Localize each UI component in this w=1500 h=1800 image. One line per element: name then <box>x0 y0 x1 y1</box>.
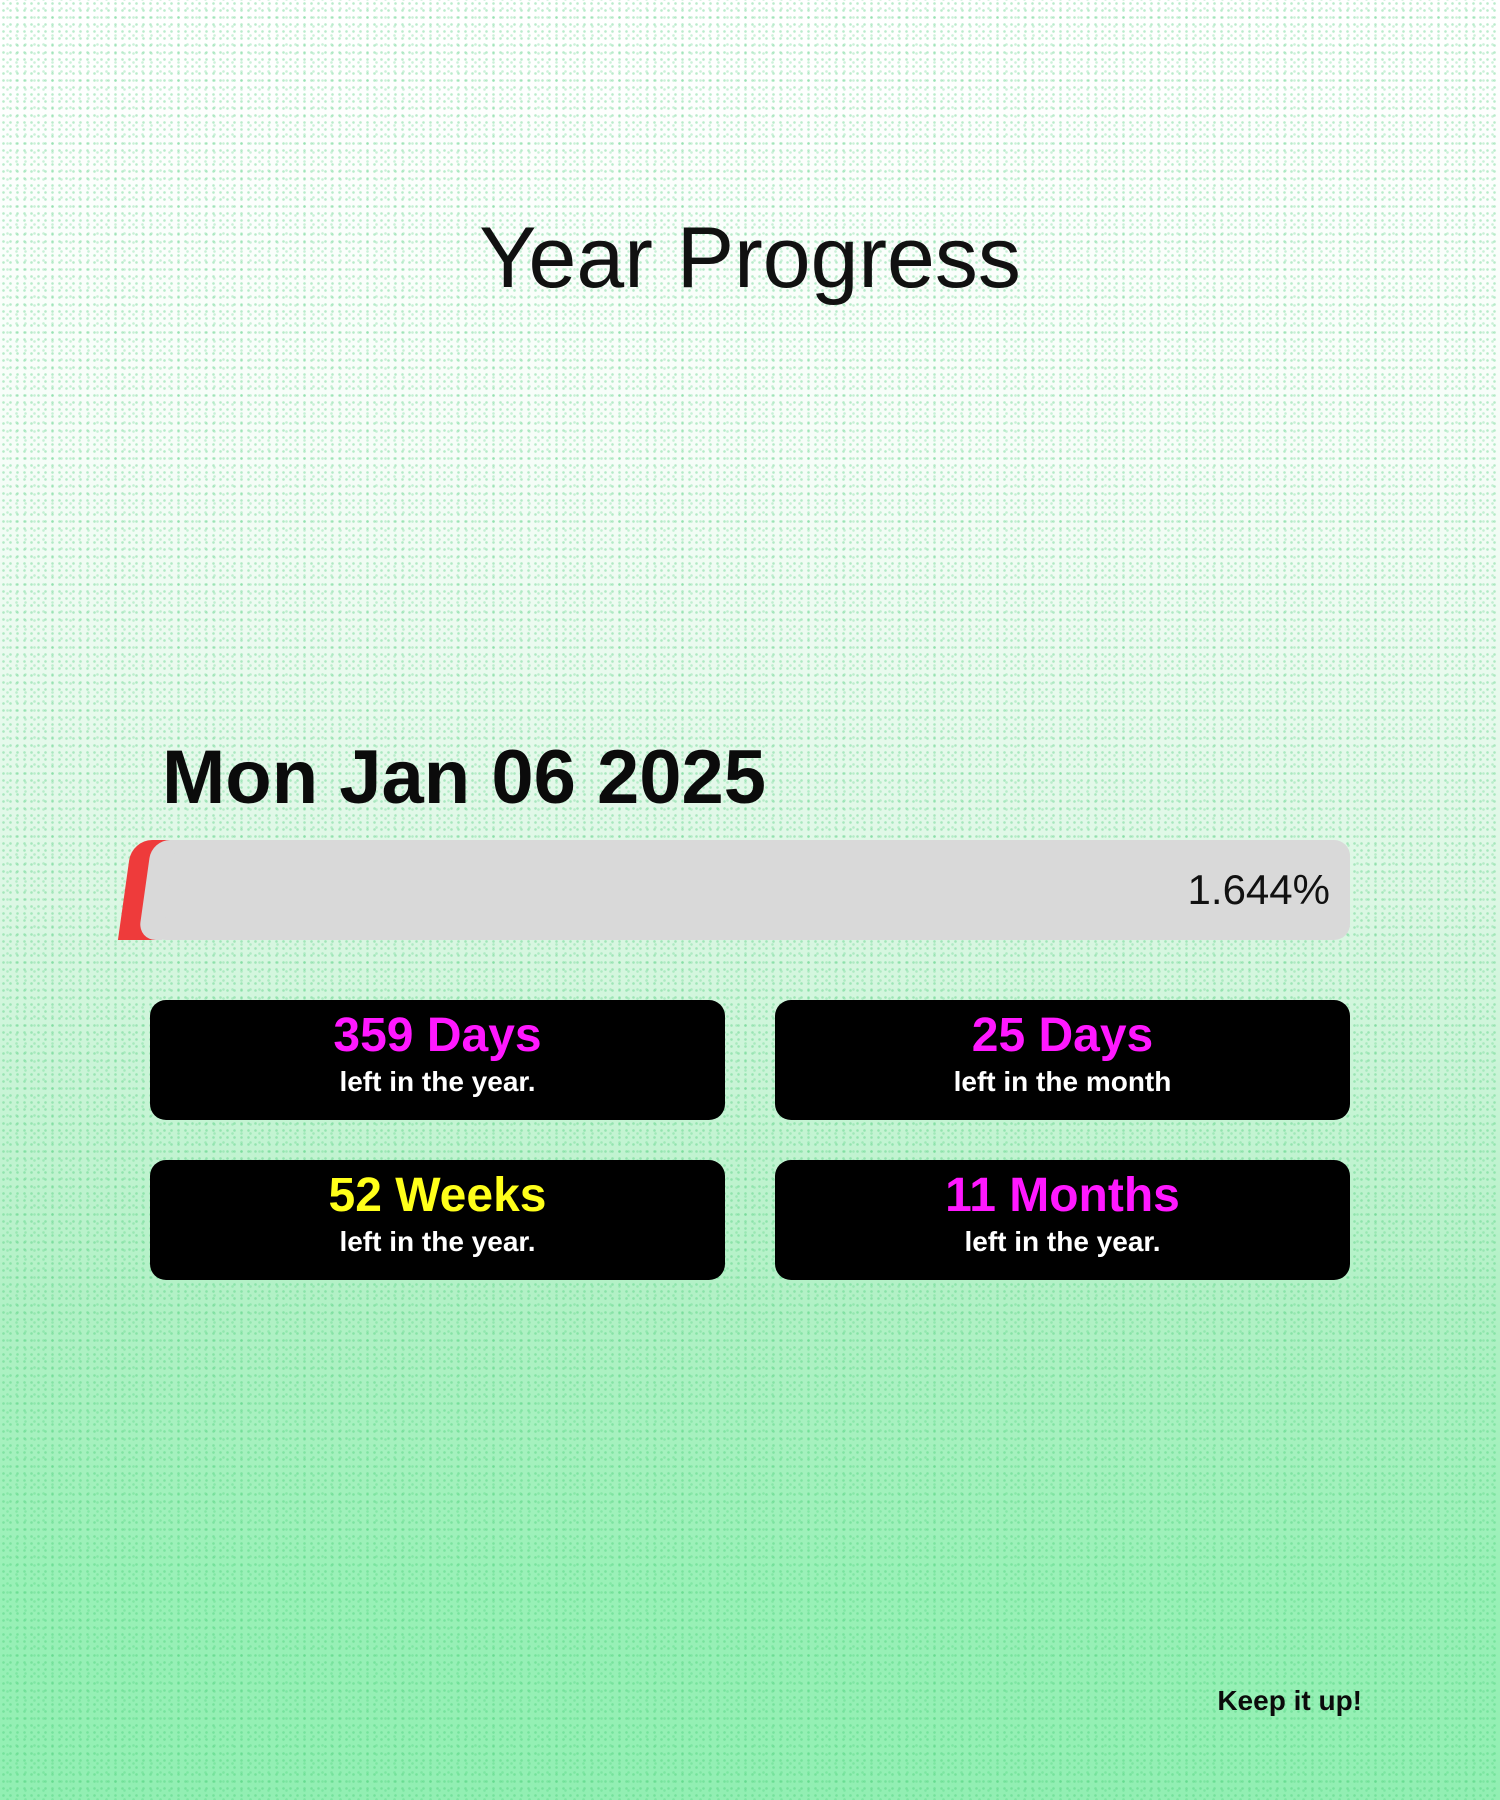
weeks-left-in-year-value: 52 Weeks <box>328 1169 547 1222</box>
year-progress-bar: 1.644% <box>117 840 1350 940</box>
weeks-left-in-year-card: 52 Weeks left in the year. <box>150 1160 725 1280</box>
progress-percentage: 1.644% <box>1187 866 1330 913</box>
months-left-in-year-value: 11 Months <box>945 1169 1180 1222</box>
months-left-in-year-label: left in the year. <box>964 1226 1161 1257</box>
footer-message: Keep it up! <box>1217 1685 1362 1716</box>
days-left-in-year-card: 359 Days left in the year. <box>150 1000 725 1120</box>
days-left-in-month-card: 25 Days left in the month <box>775 1000 1350 1120</box>
year-progress-fill <box>117 840 172 940</box>
days-left-in-month-label: left in the month <box>953 1066 1172 1097</box>
page-title: Year Progress <box>479 210 1021 306</box>
days-left-in-year-value: 359 Days <box>333 1009 542 1062</box>
current-date: Mon Jan 06 2025 <box>162 735 767 820</box>
days-left-in-month-value: 25 Days <box>971 1009 1154 1062</box>
days-left-in-year-label: left in the year. <box>339 1066 536 1097</box>
weeks-left-in-year-label: left in the year. <box>339 1226 536 1257</box>
months-left-in-year-card: 11 Months left in the year. <box>775 1160 1350 1280</box>
